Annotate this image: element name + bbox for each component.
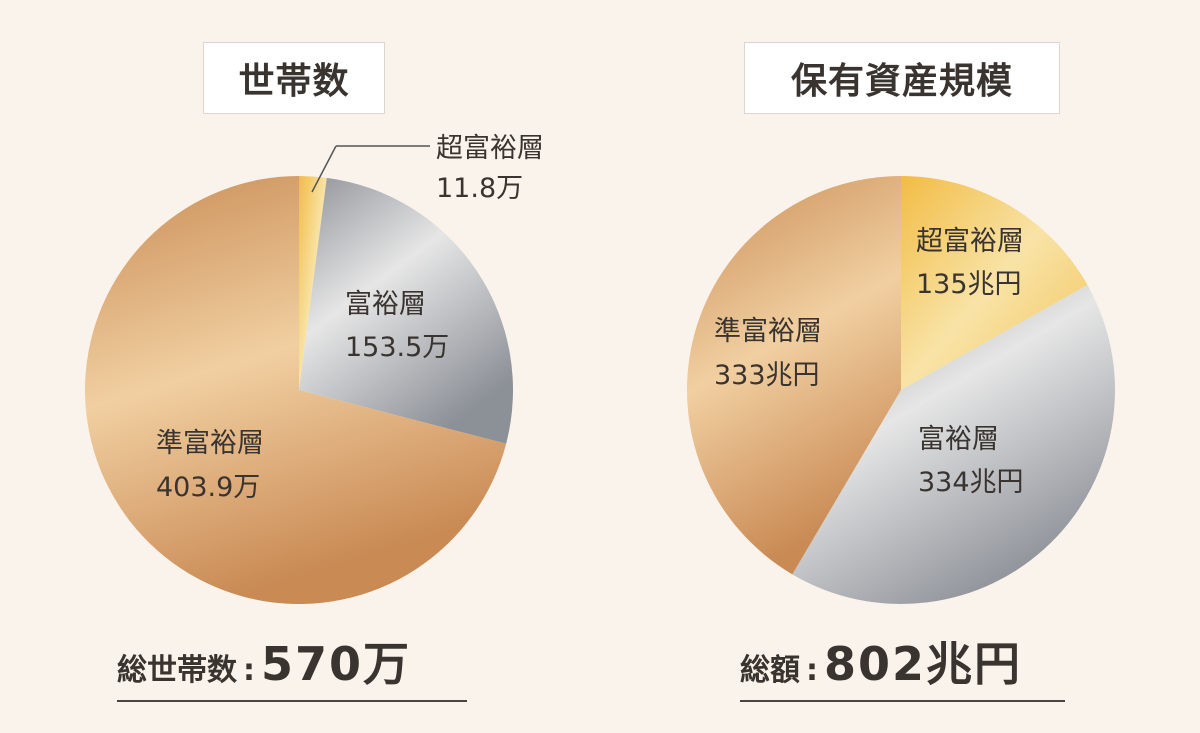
total-households-label: 総世帯数: [117, 653, 237, 688]
total-households-value: 570万: [261, 637, 412, 691]
slice-ultra-wealthy: [901, 176, 1088, 390]
slice-wealthy: [792, 284, 1115, 604]
label-semi-wealthy-name: 準富裕層: [714, 316, 822, 347]
households-pie: 超富裕層 11.8万 富裕層 153.5万 準富裕層 403.9万: [84, 133, 544, 604]
total-households: 総世帯数 : 570万: [117, 628, 467, 702]
slice-semi-wealthy: [84, 176, 507, 604]
label-wealthy-name: 富裕層: [345, 289, 426, 320]
total-assets-label: 総額: [740, 653, 800, 688]
slice-ultra-wealthy: [299, 176, 327, 390]
colon: :: [243, 653, 255, 688]
assets-title: 保有資産規模: [744, 42, 1060, 114]
label-ultra-wealthy-name: 超富裕層: [436, 133, 544, 164]
colon: :: [806, 653, 818, 688]
label-semi-wealthy-name: 準富裕層: [156, 428, 264, 459]
slice-semi-wealthy: [687, 176, 901, 575]
label-wealthy-value: 334兆円: [918, 467, 1024, 498]
assets-pie: 超富裕層 135兆円 富裕層 334兆円 準富裕層 333兆円: [687, 176, 1115, 604]
total-assets: 総額 : 802兆円: [740, 628, 1065, 702]
households-title: 世帯数: [203, 42, 385, 114]
label-wealthy-value: 153.5万: [345, 332, 449, 363]
label-wealthy-name: 富裕層: [918, 424, 999, 455]
slice-wealthy: [299, 177, 513, 444]
label-ultra-wealthy-value: 11.8万: [436, 173, 523, 204]
label-ultra-wealthy-value: 135兆円: [916, 269, 1022, 300]
total-assets-value: 802兆円: [824, 637, 1023, 691]
label-semi-wealthy-value: 403.9万: [156, 472, 260, 503]
leader-line: [311, 145, 337, 193]
label-ultra-wealthy-name: 超富裕層: [916, 226, 1024, 257]
label-semi-wealthy-value: 333兆円: [714, 360, 820, 391]
